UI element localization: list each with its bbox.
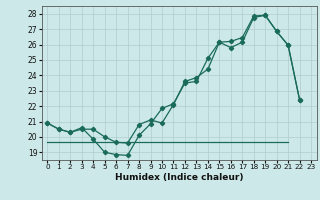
X-axis label: Humidex (Indice chaleur): Humidex (Indice chaleur) bbox=[115, 173, 244, 182]
